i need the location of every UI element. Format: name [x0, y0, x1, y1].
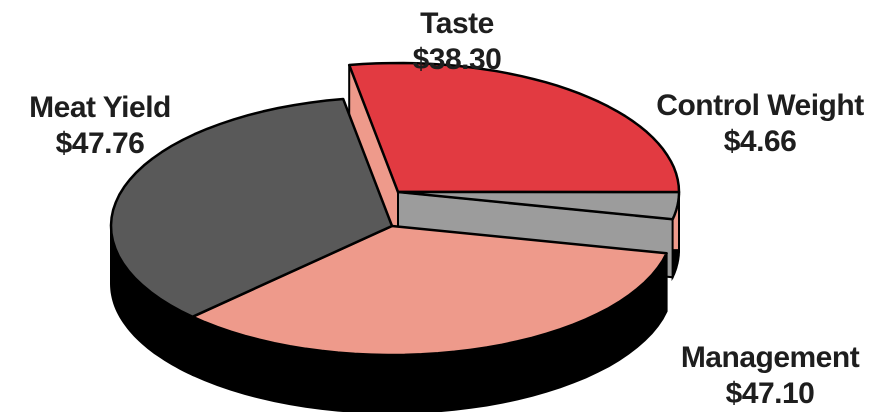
slice-label-meat-yield: Meat Yield $47.76: [0, 90, 200, 162]
slice-label-control-weight-name: Control Weight: [656, 89, 864, 122]
slice-label-meat-yield-value: $47.76: [55, 127, 145, 160]
slice-label-control-weight: Control Weight $4.66: [620, 88, 887, 160]
slice-label-management-name: Management: [680, 341, 860, 374]
slice-label-taste-name: Taste: [420, 7, 494, 40]
pie-top-faces: [109, 61, 681, 357]
slice-label-taste-value: $38.30: [412, 43, 502, 76]
slice-label-management: Management $47.10: [650, 340, 887, 412]
slice-label-management-value: $47.10: [725, 377, 815, 410]
pie-slice-taste: [347, 61, 681, 194]
slice-label-meat-yield-name: Meat Yield: [29, 91, 171, 124]
slice-label-taste: Taste $38.30: [392, 6, 522, 78]
slice-label-control-weight-value: $4.66: [723, 125, 797, 158]
pie-slice-management: [191, 224, 668, 357]
pie-slice-meat-yield: [109, 97, 394, 319]
pie-slice-control-weight: [396, 190, 681, 221]
